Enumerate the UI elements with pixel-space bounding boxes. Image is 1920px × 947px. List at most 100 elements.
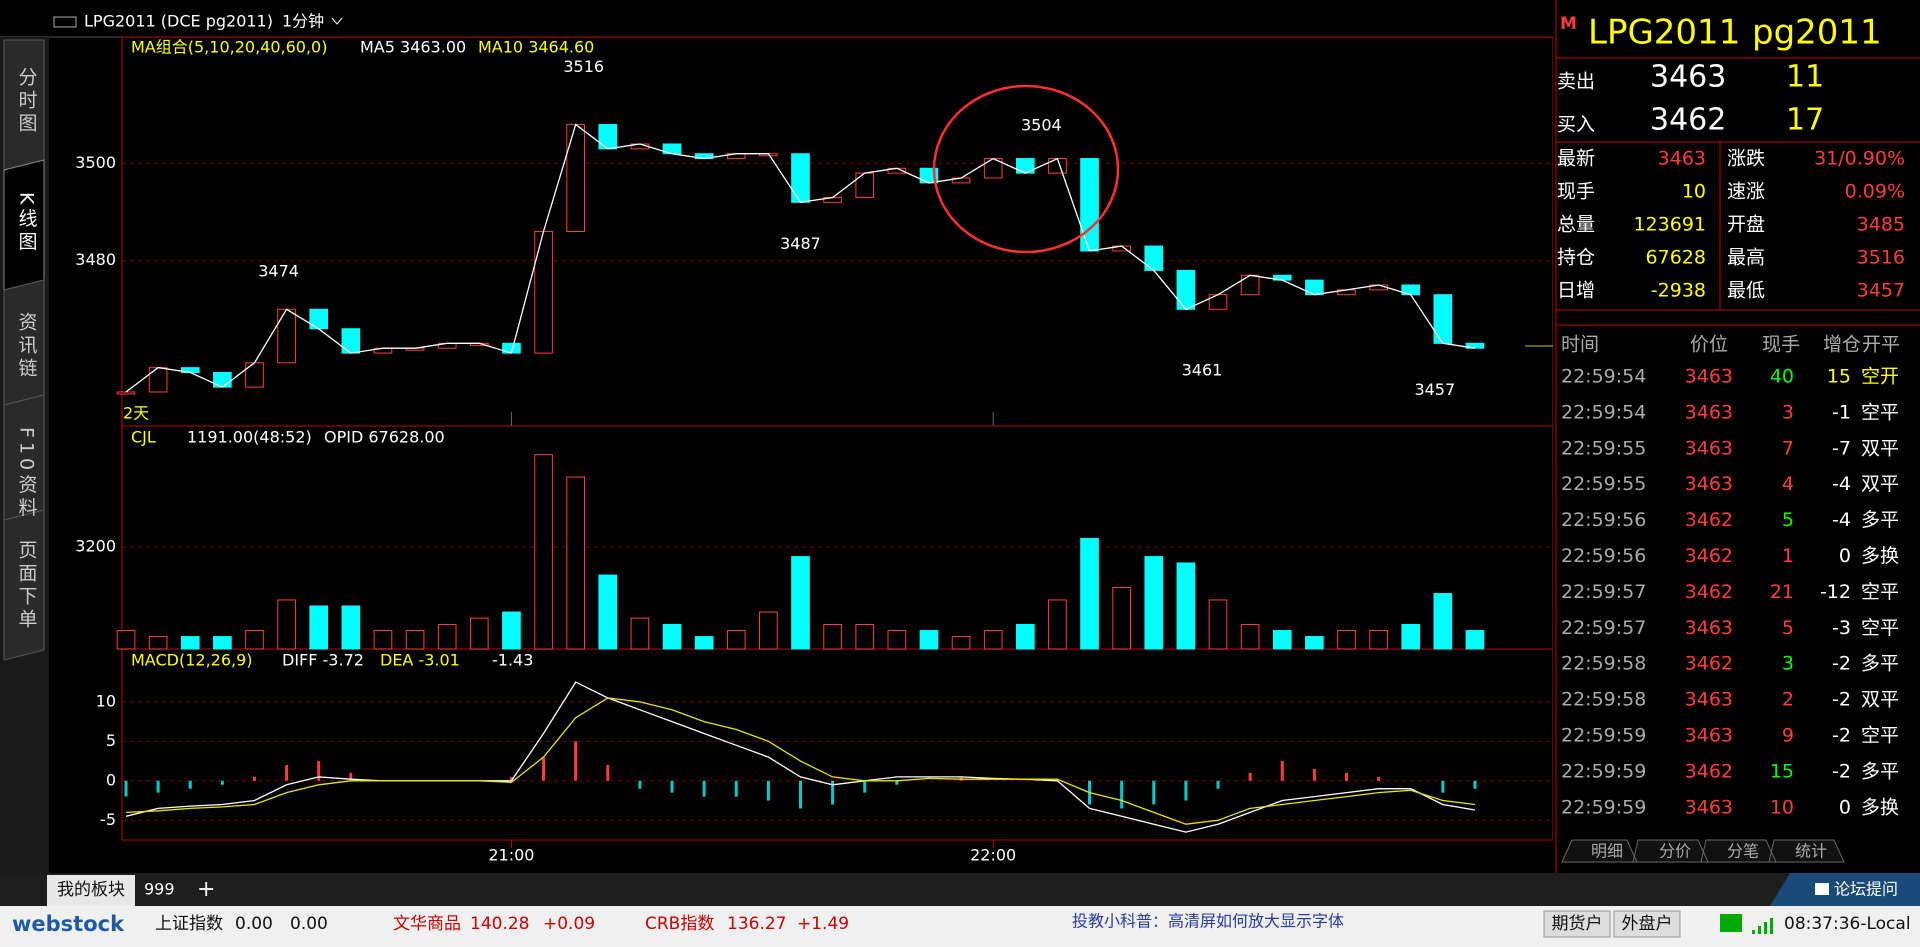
side-tab[interactable]: 分时图: [16, 67, 38, 136]
panel-tab[interactable]: 明细: [1591, 842, 1623, 861]
volume-bar: [726, 630, 746, 650]
y-tick-label: 10: [96, 691, 116, 710]
stat-label: 持仓: [1557, 247, 1595, 269]
bottom-tabs: [0, 873, 1920, 906]
symbol-title: LPG2011 (DCE pg2011): [84, 12, 273, 31]
stat-value: 3463: [1658, 148, 1706, 170]
top-bar: [0, 0, 1553, 37]
side-tab[interactable]: F10资料: [16, 427, 38, 520]
legend-text: OPID 67628.00: [324, 428, 445, 447]
side-tab[interactable]: 资讯链: [16, 312, 38, 381]
trade-kind: 空开: [1861, 366, 1899, 388]
status-items: 上证指数 0.00 0.00 文华商品 140.28 +0.09 CRB指数 136.27 +1…: [155, 914, 849, 934]
status-button[interactable]: 外盘户: [1622, 914, 1673, 934]
trade-oi: -1: [1832, 401, 1851, 423]
volume-bar: [309, 605, 329, 650]
signal-icon: [1752, 918, 1773, 934]
trade-price: 3463: [1685, 437, 1733, 459]
index-value: 0.00: [290, 914, 328, 934]
legend-text: MA组合(5,10,20,40,60,0): [131, 38, 327, 57]
extreme-label: 3487: [780, 234, 821, 253]
stat-label: 涨跌: [1727, 148, 1765, 170]
volume-bar: [1048, 599, 1067, 650]
panel-tab[interactable]: 统计: [1795, 842, 1827, 861]
forum-icon: [1815, 883, 1829, 895]
bottom-tab[interactable]: 我的板块: [57, 880, 125, 900]
candle: [1080, 158, 1099, 252]
legend-text: MACD(12,26,9): [131, 651, 253, 670]
forum-button-bg: [1770, 873, 1920, 906]
trade-oi: 15: [1827, 366, 1851, 388]
extreme-label: 3457: [1414, 380, 1455, 399]
trade-volume: 1: [1782, 545, 1794, 567]
trade-price: 3463: [1685, 617, 1733, 639]
market-badge: M: [1560, 14, 1577, 34]
volume-bar: [759, 611, 778, 650]
candle: [855, 172, 875, 198]
add-tab[interactable]: +: [197, 877, 215, 902]
trade-time: 22:59:56: [1561, 545, 1646, 567]
trade-kind: 多平: [1861, 653, 1899, 675]
stat-value: 123691: [1633, 214, 1706, 236]
candle: [1433, 294, 1453, 344]
y-tick-label: -5: [100, 810, 116, 829]
volume-bar: [1337, 630, 1356, 650]
trade-header: 增仓: [1823, 334, 1861, 356]
tip-link[interactable]: 投教小科普：高清屏如何放大显示字体: [1072, 912, 1344, 931]
index-name[interactable]: 上证指数: [155, 914, 223, 934]
index-value: 140.28: [470, 914, 529, 934]
candle: [309, 308, 329, 330]
volume-bar: [694, 636, 714, 650]
stat-value: 3485: [1857, 214, 1905, 236]
stat-label: 现手: [1557, 181, 1595, 203]
trade-header: 开平: [1862, 334, 1900, 356]
panel-tab-bg: [1561, 839, 1845, 863]
volume-bar: [1112, 587, 1131, 650]
side-tab[interactable]: K线图: [16, 192, 38, 254]
stat-label: 最低: [1727, 280, 1765, 302]
stat-label: 日增: [1557, 280, 1595, 302]
dea-line: [125, 697, 1476, 825]
candle: [148, 367, 168, 393]
panel-tab[interactable]: 分价: [1659, 842, 1691, 861]
index-name[interactable]: CRB指数: [645, 914, 714, 934]
index-name[interactable]: 文华商品: [393, 914, 461, 934]
trade-kind: 空平: [1861, 617, 1899, 639]
volume-bar: [919, 630, 939, 650]
side-tab[interactable]: 页面下单: [16, 540, 38, 632]
volume-bar: [1015, 623, 1035, 650]
volume-bar: [245, 630, 264, 650]
legend-text: CJL: [131, 428, 156, 447]
trade-volume: 5: [1782, 617, 1794, 639]
stat-label: 开盘: [1727, 214, 1765, 236]
trade-time: 22:59:59: [1561, 725, 1646, 747]
trade-price: 3463: [1685, 796, 1733, 818]
volume-bar: [887, 630, 907, 650]
trade-oi: -12: [1820, 581, 1851, 603]
status-button[interactable]: 期货户: [1552, 914, 1603, 934]
plot-area: 3480 3500 3200 -5 0 5 10 21:00 22:00 3516 3474 3487…: [75, 57, 1553, 865]
panel-tab[interactable]: 分笔: [1727, 842, 1759, 861]
trade-time: 22:59:59: [1561, 760, 1646, 782]
index-value: +1.49: [797, 914, 849, 934]
trade-price: 3463: [1685, 401, 1733, 423]
extreme-label: 3474: [258, 261, 299, 280]
volume-bar: [823, 623, 842, 650]
volume-bar: [1401, 623, 1421, 650]
extreme-label: 3516: [563, 57, 604, 76]
volume-bar: [566, 476, 585, 650]
bottom-tab[interactable]: 999: [144, 880, 175, 899]
candle: [1144, 245, 1164, 271]
stat-value: 31/0.90%: [1814, 148, 1905, 170]
period-selector[interactable]: 1分钟: [282, 12, 324, 31]
logo: webstock: [12, 912, 125, 936]
stat-label: 最高: [1727, 247, 1765, 269]
forum-button[interactable]: 论坛提问: [1834, 880, 1898, 899]
y-tick-label: 0: [106, 770, 116, 789]
y-tick-label: 3200: [75, 537, 116, 556]
candle: [277, 308, 296, 364]
net-icon: [1720, 914, 1742, 932]
trade-time: 22:59:58: [1561, 689, 1646, 711]
trade-oi: -2: [1832, 653, 1851, 675]
